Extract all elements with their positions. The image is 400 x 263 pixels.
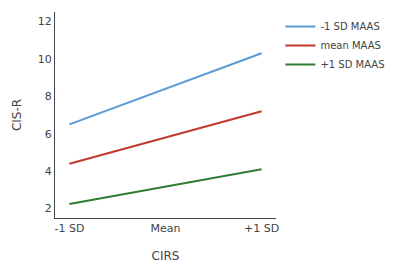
svg-text:-1 SD: -1 SD	[54, 222, 84, 235]
svg-text:+1 SD: +1 SD	[244, 222, 279, 235]
svg-text:6: 6	[45, 128, 52, 141]
svg-text:2: 2	[45, 202, 52, 215]
svg-text:CIRS: CIRS	[152, 249, 180, 263]
svg-text:-1 SD MAAS: -1 SD MAAS	[320, 21, 379, 32]
svg-text:+1 SD MAAS: +1 SD MAAS	[320, 59, 384, 70]
svg-text:Mean: Mean	[151, 222, 181, 235]
svg-text:8: 8	[45, 90, 52, 103]
svg-text:4: 4	[45, 165, 52, 178]
svg-text:mean MAAS: mean MAAS	[320, 40, 380, 51]
svg-text:10: 10	[38, 53, 52, 66]
svg-text:CIS-R: CIS-R	[10, 99, 24, 131]
svg-text:12: 12	[38, 15, 52, 28]
